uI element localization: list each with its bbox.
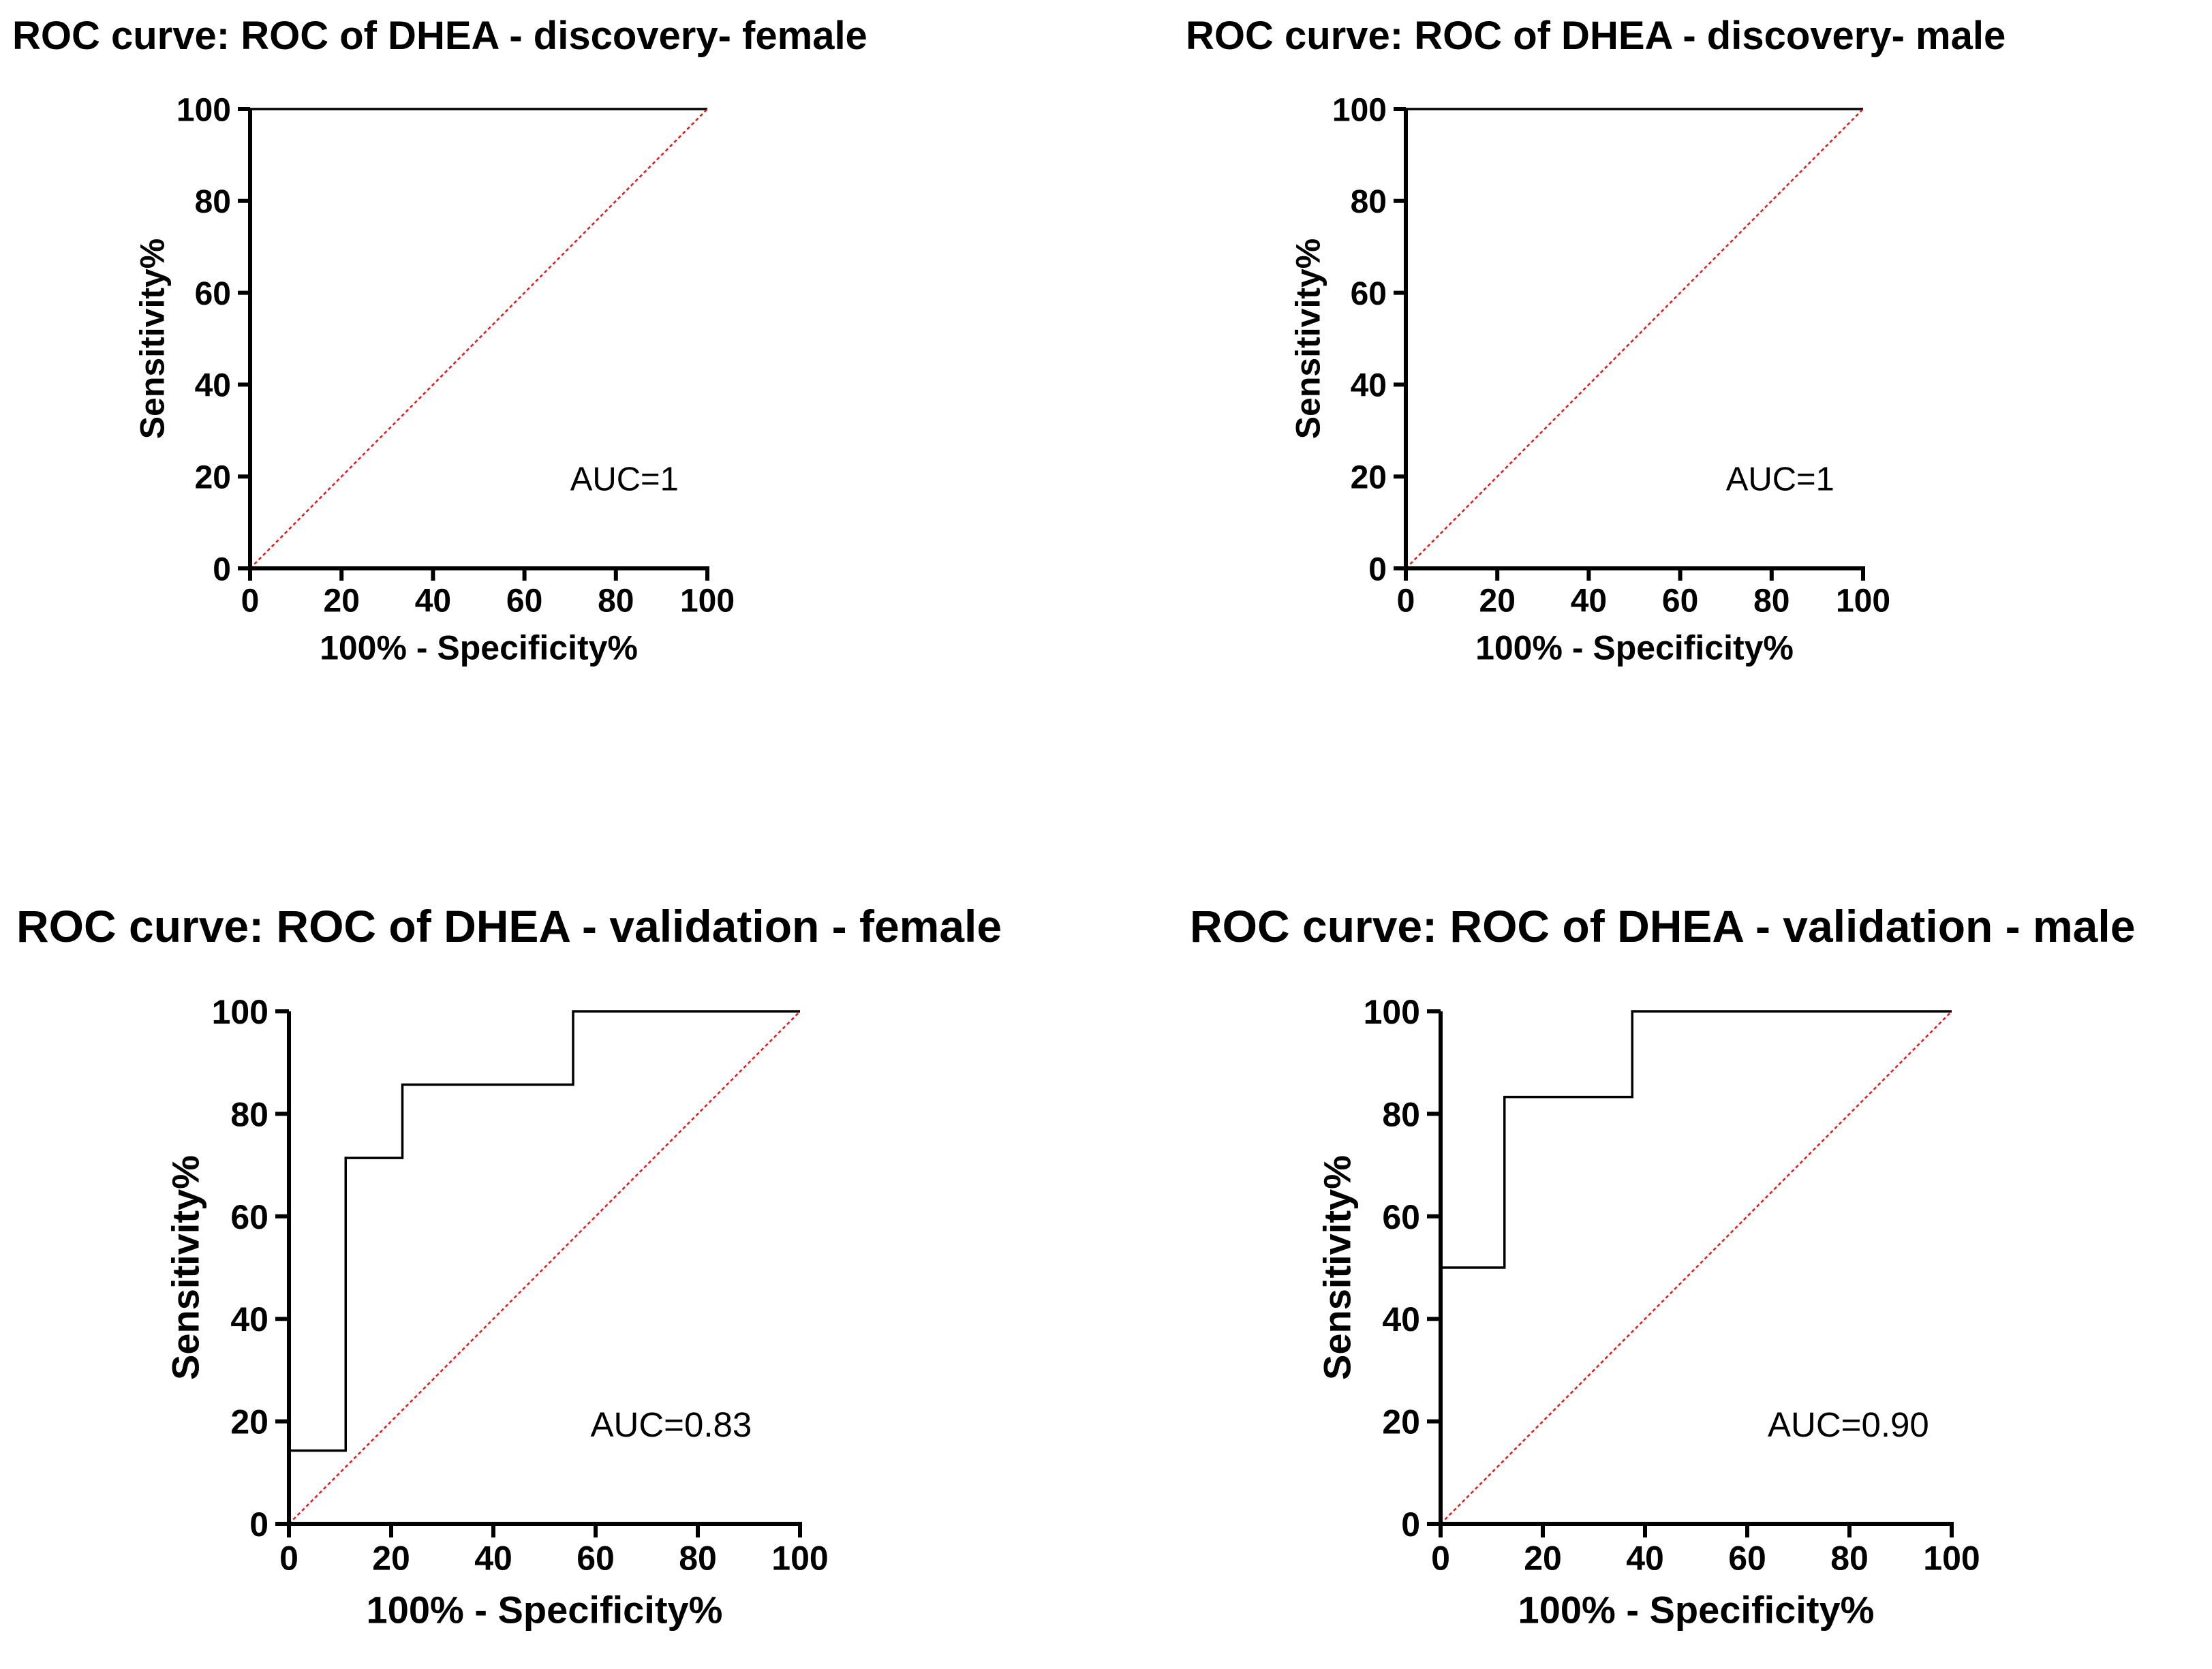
y-axis-label: Sensitivity% <box>1316 1155 1359 1380</box>
auc-annotation: AUC=0.90 <box>1768 1405 1929 1444</box>
y-tick-label: 40 <box>1351 368 1387 404</box>
x-tick-label: 60 <box>577 1540 615 1578</box>
y-tick-label: 100 <box>1364 993 1420 1031</box>
y-tick-label: 80 <box>230 1095 268 1133</box>
y-tick-label: 20 <box>195 459 231 495</box>
x-tick-label: 80 <box>1830 1540 1869 1578</box>
y-axis-label: Sensitivity% <box>1289 239 1327 440</box>
y-tick-label: 20 <box>230 1403 268 1441</box>
roc-panel-4: ROC curve: ROC of DHEA - validation - ma… <box>1190 901 2135 1632</box>
roc-panel-3: ROC curve: ROC of DHEA - validation - fe… <box>16 901 1002 1632</box>
x-tick-label: 40 <box>474 1540 512 1578</box>
y-tick-label: 20 <box>1382 1403 1420 1441</box>
x-tick-label: 20 <box>1479 583 1516 619</box>
x-tick-label: 20 <box>324 583 360 619</box>
x-tick-label: 60 <box>1728 1540 1766 1578</box>
y-tick-label: 60 <box>230 1198 268 1236</box>
chart-title: ROC curve: ROC of DHEA - validation - ma… <box>1190 901 2135 951</box>
x-tick-label: 0 <box>1397 583 1415 619</box>
y-tick-label: 100 <box>176 92 231 128</box>
roc-curve-line <box>1404 108 1863 568</box>
x-tick-label: 100 <box>1923 1540 1980 1578</box>
roc-curve-line <box>288 1010 800 1524</box>
x-axis-label: 100% - Specificity% <box>320 629 638 667</box>
y-tick-label: 0 <box>213 551 231 587</box>
y-tick-label: 80 <box>1382 1095 1420 1133</box>
y-tick-label: 40 <box>230 1300 268 1338</box>
x-tick-label: 80 <box>1753 583 1789 619</box>
y-tick-label: 20 <box>1351 459 1387 495</box>
y-tick-label: 0 <box>249 1505 268 1544</box>
x-axis-label: 100% - Specificity% <box>1475 629 1794 667</box>
y-tick-label: 80 <box>1351 184 1387 220</box>
roc-panel-1: ROC curve: ROC of DHEA - discovery- fema… <box>12 14 867 667</box>
roc-panel-2: ROC curve: ROC of DHEA - discovery- male… <box>1186 14 2006 667</box>
reference-diagonal-line <box>288 1011 801 1525</box>
auc-annotation: AUC=1 <box>1726 461 1834 497</box>
x-tick-label: 60 <box>1662 583 1698 619</box>
y-tick-label: 60 <box>195 276 231 312</box>
x-axis-label: 100% - Specificity% <box>367 1589 723 1632</box>
x-tick-label: 20 <box>372 1540 410 1578</box>
x-axis-label: 100% - Specificity% <box>1518 1589 1875 1632</box>
roc-curve-line <box>249 108 707 568</box>
chart-title: ROC curve: ROC of DHEA - discovery- fema… <box>12 14 867 58</box>
y-tick-label: 40 <box>1382 1300 1420 1338</box>
y-tick-label: 0 <box>1368 551 1387 587</box>
reference-diagonal-line <box>249 108 708 569</box>
x-tick-label: 60 <box>506 583 542 619</box>
reference-diagonal-line <box>1405 108 1864 569</box>
x-tick-label: 0 <box>241 583 260 619</box>
x-tick-label: 100 <box>680 583 735 619</box>
y-tick-label: 80 <box>195 184 231 220</box>
x-tick-label: 40 <box>1571 583 1607 619</box>
y-axis-label: Sensitivity% <box>134 239 172 440</box>
x-tick-label: 80 <box>598 583 634 619</box>
x-tick-label: 100 <box>771 1540 828 1578</box>
y-tick-label: 100 <box>212 993 268 1031</box>
x-tick-label: 20 <box>1524 1540 1562 1578</box>
y-tick-label: 0 <box>1401 1505 1420 1544</box>
reference-diagonal-line <box>1440 1011 1952 1525</box>
x-tick-label: 0 <box>279 1540 298 1578</box>
y-tick-label: 40 <box>195 368 231 404</box>
y-axis-label: Sensitivity% <box>164 1155 207 1380</box>
x-tick-label: 40 <box>415 583 451 619</box>
y-tick-label: 60 <box>1382 1198 1420 1236</box>
chart-title: ROC curve: ROC of DHEA - validation - fe… <box>16 901 1002 951</box>
x-tick-label: 100 <box>1836 583 1890 619</box>
chart-title: ROC curve: ROC of DHEA - discovery- male <box>1186 14 2006 58</box>
y-tick-label: 100 <box>1332 92 1387 128</box>
x-tick-label: 0 <box>1431 1540 1450 1578</box>
auc-annotation: AUC=0.83 <box>591 1405 752 1444</box>
x-tick-label: 40 <box>1626 1540 1664 1578</box>
auc-annotation: AUC=1 <box>570 461 679 497</box>
x-tick-label: 80 <box>679 1540 717 1578</box>
y-tick-label: 60 <box>1351 276 1387 312</box>
